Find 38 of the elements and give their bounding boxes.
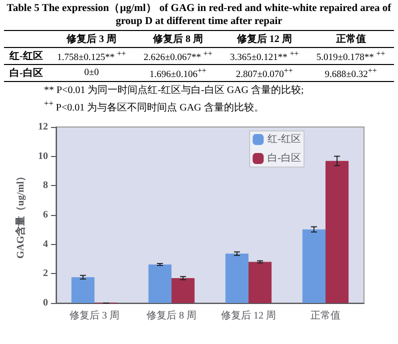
category-label: 修复后 3 周 xyxy=(66,34,117,45)
y-tick-label: 0 xyxy=(43,297,48,308)
text: 白-白区 xyxy=(10,68,43,80)
category-label: 修复后 8 周 xyxy=(152,34,203,45)
data-label: 9.688±0.32$^{++}$ xyxy=(324,65,378,82)
chart-title: Table 5 The expression（μg/ml） of GAG in red-red and white-white repaired area of group D at different time after repair xyxy=(6,2,392,28)
x-tick-label: 正常值 xyxy=(310,309,340,322)
y-tick-label: 8 xyxy=(43,180,48,191)
data-label: 2.626±0.067** $^{++}$ xyxy=(142,48,214,65)
data-label: 2.807±0.070$^{++}$ xyxy=(234,65,294,82)
text: $^{++}$ P<0.01 为与各区不同时间点 GAG 含量的比较。 xyxy=(44,98,265,115)
category-label: 修复后 12 周 xyxy=(236,34,292,45)
category-label: 正常值 xyxy=(336,34,366,45)
y-axis-title: GAG含量（ug/ml） xyxy=(14,171,26,258)
bar xyxy=(71,276,94,303)
data-label: 3.365±0.121** $^{++}$ xyxy=(228,48,300,65)
data-label: 5.019±0.178** $^{++}$ xyxy=(315,48,386,65)
x-tick-label: 修复后 12 周 xyxy=(221,309,276,322)
legend-label: 白-白区 xyxy=(268,152,302,164)
data-label: 0±0 xyxy=(83,67,100,80)
bar xyxy=(148,264,172,303)
y-tick-label: 12 xyxy=(38,121,48,132)
data-label: 1.696±0.106$^{++}$ xyxy=(148,65,208,82)
bar xyxy=(172,278,195,303)
x-tick-label: 修复后 8 周 xyxy=(146,309,196,322)
y-tick-label: 10 xyxy=(38,150,48,162)
legend-label: 红-红区 xyxy=(268,132,302,145)
bar xyxy=(248,261,272,303)
bar xyxy=(225,253,248,303)
x-tick-label: 修复后 3 周 xyxy=(70,309,120,322)
y-tick-label: 4 xyxy=(43,238,48,250)
data-label: 1.758±0.125** $^{++}$ xyxy=(56,48,127,65)
y-tick-label: 2 xyxy=(43,268,48,279)
y-tick-label: 6 xyxy=(43,209,48,220)
bar xyxy=(326,160,349,303)
text: ** P<0.01 为同一时间点红-红区与白-白区 GAG 含量的比较; xyxy=(44,84,305,98)
bar xyxy=(302,229,326,303)
text: 红-红区 xyxy=(10,51,43,62)
